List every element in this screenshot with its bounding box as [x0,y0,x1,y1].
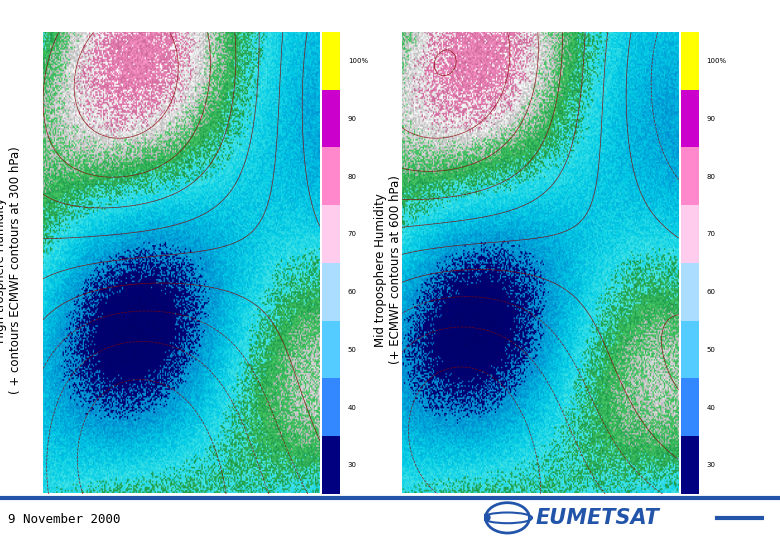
Text: High trosphere Humidity
( + contours ECMWF contours at 300 hPa): High trosphere Humidity ( + contours ECM… [0,146,22,394]
Text: 70: 70 [707,232,716,238]
Text: 90: 90 [348,116,357,122]
Text: 30: 30 [348,462,357,468]
Text: 100%: 100% [707,58,727,64]
Text: 80: 80 [707,174,716,180]
Text: 30: 30 [707,462,716,468]
Text: Mid troposphere Humidity
(+ ECMWF contours at 600 hPa): Mid troposphere Humidity (+ ECMWF contou… [374,176,402,364]
Text: 50: 50 [348,347,356,353]
Text: 100%: 100% [348,58,368,64]
Text: 60: 60 [348,289,357,295]
Text: 80: 80 [348,174,357,180]
Text: 70: 70 [348,232,357,238]
Text: 90: 90 [707,116,716,122]
Text: 60: 60 [707,289,716,295]
Text: 40: 40 [707,404,715,410]
Text: 40: 40 [348,404,356,410]
Text: 9 November 2000: 9 November 2000 [8,513,120,526]
Text: 50: 50 [707,347,715,353]
Text: EUMETSAT: EUMETSAT [536,508,659,528]
